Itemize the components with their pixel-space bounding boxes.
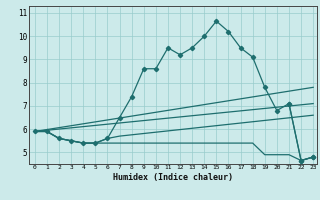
X-axis label: Humidex (Indice chaleur): Humidex (Indice chaleur) — [113, 173, 233, 182]
